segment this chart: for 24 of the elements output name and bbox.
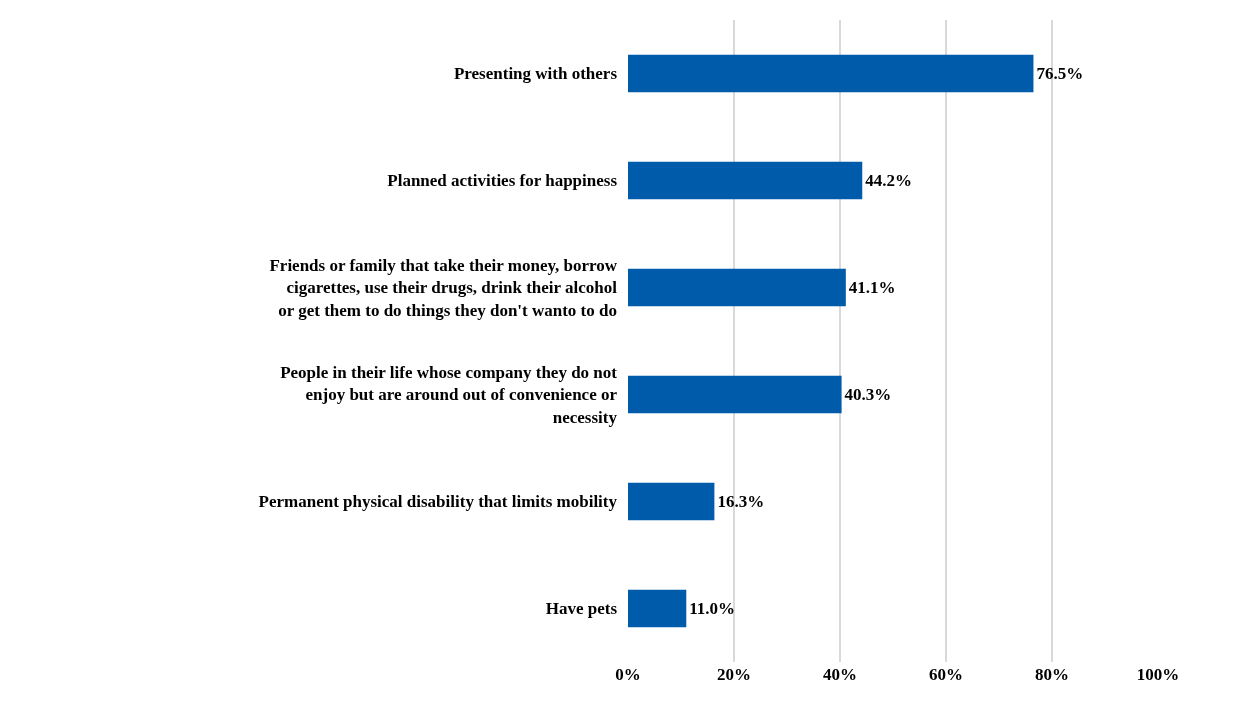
y-tick-label: People in their life whose company they do not enjoy but are around out of convenience or necessity — [280, 363, 618, 427]
y-tick-label: Permanent physical disability that limits mobility — [258, 492, 618, 512]
data-label: 41.1% — [848, 278, 896, 298]
bar — [628, 589, 687, 628]
data-label: 44.2% — [865, 170, 913, 190]
bar — [628, 54, 1034, 93]
data-label: 11.0% — [689, 599, 736, 619]
bar — [628, 161, 863, 200]
bar — [628, 375, 842, 414]
x-tick-label: 40% — [823, 665, 857, 684]
x-tick-label: 20% — [717, 665, 751, 684]
data-label: 16.3% — [717, 492, 765, 512]
y-tick-label: Friends or family that take their money, borrow cigarettes, use their drugs, drink their alcohol or get them to do things they don't wanto to do — [269, 256, 618, 320]
bar — [628, 268, 846, 307]
data-label: 40.3% — [844, 385, 892, 405]
y-tick-label: Presenting with others — [453, 64, 618, 84]
data-label: 76.5% — [1036, 64, 1084, 83]
x-tick-label: 0% — [615, 665, 641, 684]
x-tick-label: 80% — [1035, 665, 1069, 684]
y-tick-label: Planned activities for happiness — [387, 171, 618, 191]
bar — [628, 482, 715, 521]
x-tick-label: 100% — [1136, 665, 1180, 684]
x-tick-label: 60% — [929, 665, 963, 684]
y-tick-label: Have pets — [545, 599, 618, 619]
